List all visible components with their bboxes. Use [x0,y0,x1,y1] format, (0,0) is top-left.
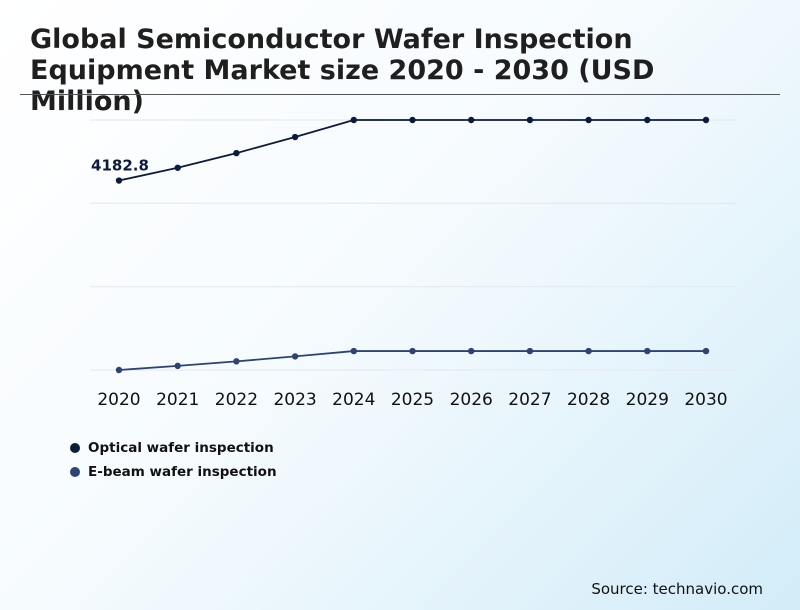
series-lines [118,119,706,371]
data-point-0-3 [291,133,299,141]
gridlines [90,119,736,371]
x-tick-2029: 2029 [626,390,669,410]
x-tick-2021: 2021 [156,390,199,410]
legend-item-0: Optical wafer inspection [70,436,277,460]
chart-title: Global Semiconductor Wafer Inspection Eq… [30,24,655,117]
legend-label-0: Optical wafer inspection [88,440,274,456]
data-point-1-9 [644,347,651,355]
data-point-1-7 [526,347,534,355]
data-point-0-4 [350,116,357,124]
x-tick-2030: 2030 [684,390,727,410]
series-points [115,116,710,374]
x-tick-2025: 2025 [391,390,434,410]
data-point-1-8 [585,347,592,355]
x-tick-2022: 2022 [215,390,258,410]
data-point-0-1 [174,164,181,171]
x-tick-2020: 2020 [97,390,140,410]
legend-label-1: E-beam wafer inspection [88,464,277,480]
data-label-0: 4182.8 [91,157,149,175]
x-tick-2023: 2023 [273,390,316,410]
data-point-0-8 [585,116,592,124]
data-point-1-4 [350,347,357,355]
series-line-0 [118,119,706,182]
x-axis-ticks: 2020 2021 2022 2023 2024 2025 2026 2027 2028 2029… [97,390,727,410]
data-point-0-0 [115,177,123,184]
data-point-1-1 [174,362,181,370]
data-point-0-7 [526,116,534,124]
data-point-1-5 [409,347,416,355]
data-point-1-10 [702,347,710,355]
data-point-1-3 [291,353,299,360]
x-tick-2028: 2028 [567,390,610,410]
source-note: Source: technavio.com [591,580,763,598]
x-tick-2026: 2026 [450,390,493,410]
data-point-0-10 [702,116,710,124]
data-point-1-6 [468,347,475,355]
legend-item-1: E-beam wafer inspection [70,460,277,484]
legend: Optical wafer inspection E-beam wafer ins… [70,436,277,484]
data-point-0-9 [644,116,651,124]
data-point-0-6 [468,116,475,124]
data-point-1-0 [115,366,123,374]
x-tick-2024: 2024 [332,390,375,410]
data-point-0-5 [409,116,416,124]
data-point-0-2 [233,149,240,157]
data-labels: 4182.8 [91,157,149,175]
legend-marker-1 [70,467,80,477]
legend-marker-0 [70,443,80,453]
x-tick-2027: 2027 [508,390,551,410]
title-divider [20,94,780,95]
data-point-1-2 [233,358,240,365]
